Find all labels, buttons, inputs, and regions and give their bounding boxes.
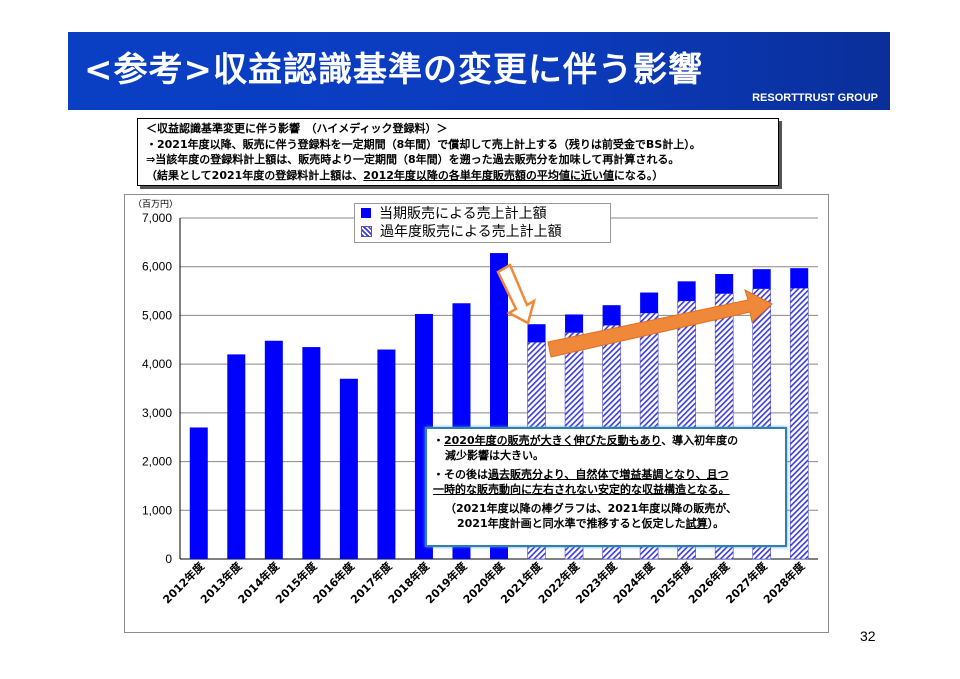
bar-current-2017年度: [377, 349, 396, 559]
chart-legend: 当期販売による売上計上額 過年度販売による売上計上額: [354, 203, 611, 243]
bar-current-2028年度: [790, 268, 809, 289]
callout-line-1-tail: 、導入初年度の: [661, 434, 739, 447]
bar-current-2016年度: [339, 378, 358, 559]
bar-current-2015年度: [302, 347, 321, 559]
page-number: 32: [860, 628, 876, 644]
note-line-4c: になる。）: [613, 168, 664, 182]
bar-current-2027年度: [752, 269, 771, 289]
note-line-4b: 2012年度以降の各単年度販売額の平均値に近い値: [363, 168, 614, 182]
bar-current-2023年度: [602, 305, 621, 326]
callout-line-1: ・2020年度の販売が大きく伸びた反動もあり、導入初年度の: [433, 433, 779, 448]
callout-line-6-head: 2021年度計画と同水準で推移すると仮定した: [457, 517, 686, 530]
callout-line-2: 減少影響は大きい。: [445, 449, 544, 462]
callout-line-5: （2021年度以降の棒グラフは、2021年度以降の販売が、: [445, 502, 738, 515]
growth-arrow: [547, 289, 773, 358]
legend-label-current: 当期販売による売上計上額: [379, 206, 547, 222]
y-tick-label: 0: [165, 552, 172, 566]
callout-line-3: ・その後は過去販売分より、自然体で増益基調となり、且つ: [433, 467, 779, 482]
y-tick-label: 7,000: [142, 211, 172, 225]
decline-arrow: [496, 263, 536, 325]
legend-item-current: 当期販売による売上計上額: [355, 204, 610, 222]
bar-current-2013年度: [227, 354, 246, 559]
x-tick-label: 2028年度: [760, 559, 808, 607]
y-tick-label: 1,000: [142, 503, 172, 517]
page-title: <参考>収益認識基準の変更に伴う影響: [84, 50, 703, 90]
callout-line-6-underlined: 試算: [685, 517, 708, 530]
company-name: RESORTTRUST GROUP: [752, 92, 878, 104]
bar-current-2021年度: [527, 324, 546, 343]
legend-label-past: 過年度販売による売上計上額: [380, 224, 562, 240]
note-line-2: ・2021年度以降、販売に伴う登録料を一定期間（8年間）で償却して売上計上する（…: [146, 137, 701, 151]
bar-current-2026年度: [715, 274, 734, 294]
note-line-1: ＜収益認識基準変更に伴う影響 （ハイメディック登録料）＞: [146, 122, 448, 135]
title-bar: <参考>収益認識基準の変更に伴う影響 RESORTTRUST GROUP: [68, 32, 890, 110]
callout-line-6-tail: ）。: [707, 517, 725, 530]
bar-current-2014年度: [264, 340, 283, 559]
note-box: ＜収益認識基準変更に伴う影響 （ハイメディック登録料）＞ ・2021年度以降、販…: [137, 118, 779, 186]
unit-label: （百万円）: [133, 200, 179, 210]
note-line-3: ⇒当該年度の登録料計上額は、販売時より一定期間（8年間）を遡った過去販売分を加味…: [146, 153, 680, 166]
callout-line-4: 一時的な販売動向に左右されない安定的な収益構造となる。: [433, 483, 730, 496]
y-tick-label: 6,000: [142, 260, 172, 274]
bar-current-2012年度: [189, 427, 208, 559]
bar-current-2022年度: [565, 314, 584, 333]
legend-item-past: 過年度販売による売上計上額: [355, 222, 610, 240]
bar-current-2024年度: [640, 292, 659, 313]
y-tick-label: 5,000: [142, 308, 172, 322]
y-tick-label: 2,000: [142, 455, 172, 469]
callout-box: ・2020年度の販売が大きく伸びた反動もあり、導入初年度の 減少影響は大きい。 …: [425, 427, 787, 547]
y-tick-label: 4,000: [142, 357, 172, 371]
note-line-4a: （結果として2021年度の登録料計上額は、: [146, 168, 364, 182]
legend-swatch-hatch: [361, 225, 372, 237]
callout-line-1-underlined: 2020年度の販売が大きく伸びた反動もあり: [444, 434, 662, 447]
callout-line-6: 2021年度計画と同水準で推移すると仮定した試算）。: [433, 516, 779, 531]
note-line-4: （結果として2021年度の登録料計上額は、2012年度以降の各単年度販売額の平均…: [146, 168, 770, 184]
legend-swatch-solid: [361, 208, 371, 218]
callout-bullet-1: ・: [433, 434, 444, 447]
y-tick-label: 3,000: [142, 406, 172, 420]
callout-line-3-head: ・その後は: [433, 468, 488, 481]
callout-line-3-underlined: 過去販売分より、自然体で増益基調となり、且つ: [488, 468, 729, 481]
bar-current-2025年度: [677, 281, 696, 301]
bar-past-2028年度: [789, 287, 809, 560]
